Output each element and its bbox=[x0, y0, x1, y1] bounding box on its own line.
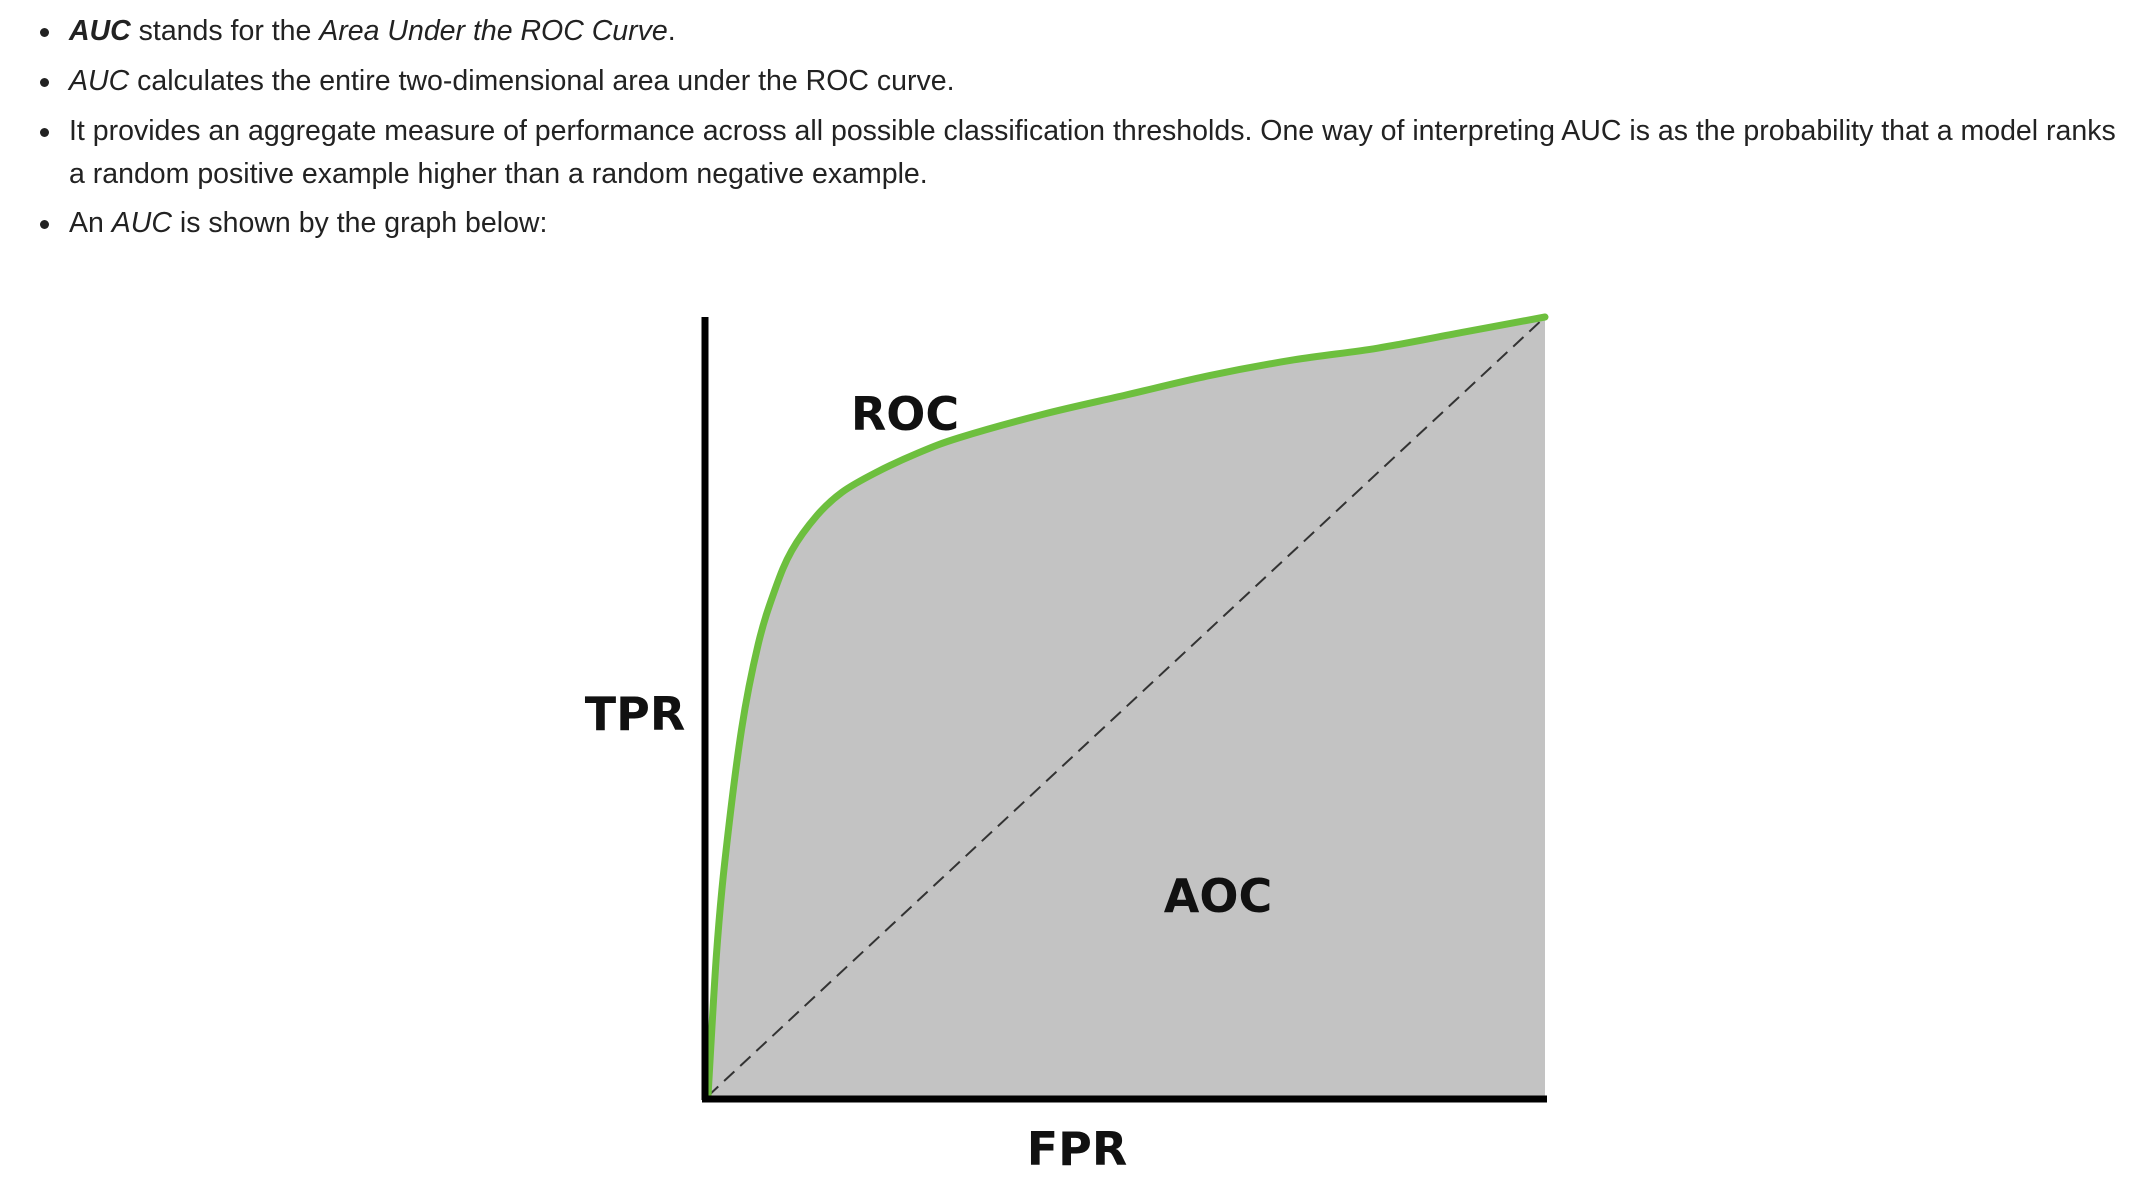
bullet-aggregate-measure: It provides an aggregate measure of perf… bbox=[40, 110, 2129, 196]
roc-curve bbox=[704, 313, 1549, 1100]
bullet-text-end: . bbox=[667, 15, 676, 47]
y-axis-label: TPR bbox=[585, 687, 686, 741]
term-area-under-roc: Area Under the ROC Curve bbox=[319, 15, 668, 47]
bullet-text-end: is shown by the graph below: bbox=[171, 207, 548, 239]
x-axis-label: FPR bbox=[1027, 1122, 1128, 1176]
curve-label: ROC bbox=[851, 387, 959, 441]
term-auc: AUC bbox=[111, 207, 172, 239]
bullet-text: calculates the entire two-dimensional ar… bbox=[129, 65, 955, 97]
bullet-text: stands for the bbox=[130, 15, 320, 47]
bullet-auc-definition: AUC stands for the Area Under the ROC Cu… bbox=[40, 10, 2129, 53]
area-label: AOC bbox=[1164, 869, 1272, 923]
bullet-text: An bbox=[69, 207, 112, 239]
bullet-text: It provides an aggregate measure of perf… bbox=[69, 115, 2116, 190]
term-auc: AUC bbox=[69, 15, 131, 47]
bullet-auc-calculates: AUC calculates the entire two-dimensiona… bbox=[40, 60, 2129, 103]
auc-area bbox=[708, 317, 1545, 1096]
random-classifier-diagonal bbox=[707, 316, 1546, 1097]
bullet-graph-intro: An AUC is shown by the graph below: bbox=[40, 202, 2129, 245]
term-auc: AUC bbox=[69, 65, 130, 97]
auc-figure: ROC AOC TPR FPR bbox=[560, 300, 1580, 1180]
roc-chart: ROC AOC TPR FPR bbox=[585, 313, 1549, 1176]
